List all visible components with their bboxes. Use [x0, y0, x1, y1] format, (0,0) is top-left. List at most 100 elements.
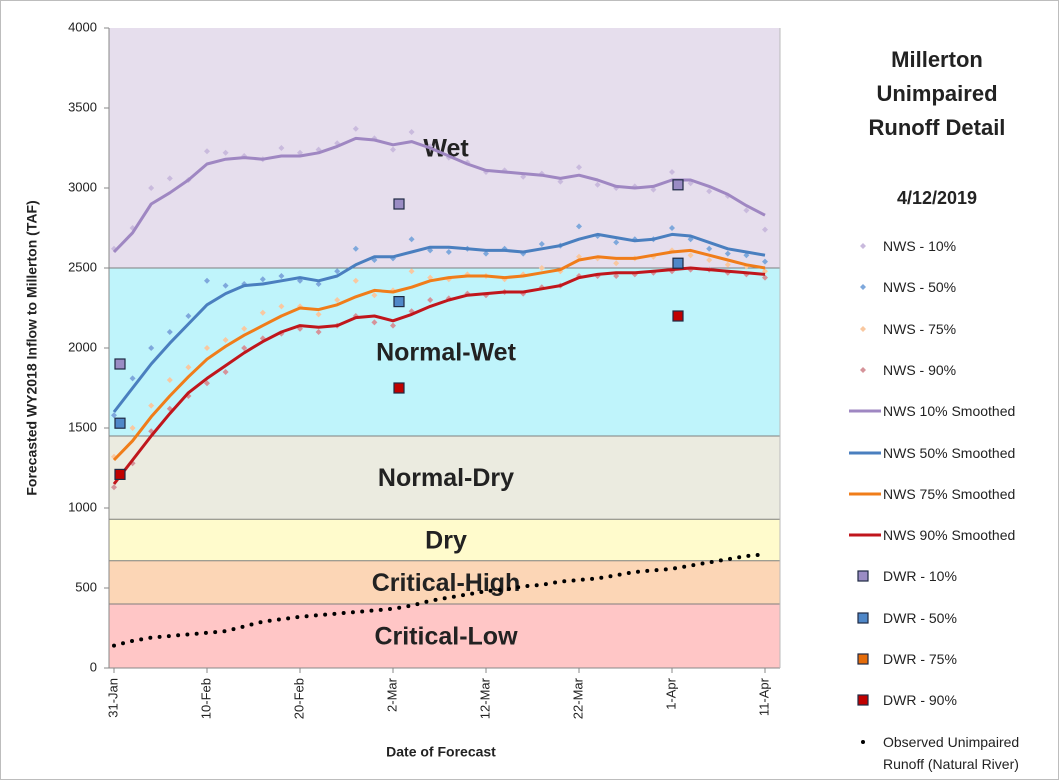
nws-point	[576, 164, 582, 171]
nws-point	[371, 319, 378, 326]
smoothed-line	[112, 232, 766, 413]
nws-point	[185, 364, 192, 371]
y-tick-label: 1000	[68, 499, 97, 514]
legend-label: NWS 75% Smoothed	[883, 485, 1016, 502]
nws-point	[483, 250, 489, 257]
nws-point	[706, 257, 713, 263]
nws-point	[334, 268, 341, 275]
nws-point	[278, 303, 285, 310]
legend-symbol	[857, 653, 869, 665]
nws-point	[408, 129, 415, 135]
legend-label: NWS - 10%	[883, 238, 957, 254]
legend-label: NWS - 90%	[883, 361, 957, 378]
legend-marker	[857, 612, 869, 624]
nws-point	[315, 311, 322, 318]
nws-point	[204, 380, 210, 387]
legend-item: NWS - 90%	[849, 361, 1058, 381]
x-tick-label: 1-Apr	[663, 677, 678, 709]
x-tick-label: 10-Feb	[198, 678, 213, 719]
zone	[109, 436, 780, 520]
zone-label: Critical-High	[372, 569, 521, 597]
legend-marker	[860, 243, 866, 249]
x-tick-label: 20-Feb	[291, 678, 306, 719]
legend-label: DWR - 10%	[883, 568, 957, 585]
legend-label: DWR - 50%	[883, 609, 957, 626]
legend-item: DWR - 75%	[849, 650, 1058, 670]
nws-point	[390, 322, 396, 329]
legend-label: NWS 10% Smoothed	[883, 403, 1016, 420]
nws-point	[315, 329, 322, 335]
legend-item: NWS 50% Smoothed	[849, 444, 1058, 464]
zone-label: Dry	[425, 527, 467, 555]
legend-marker	[849, 451, 881, 454]
zone	[109, 28, 780, 268]
nws-point	[204, 277, 210, 284]
dwr-marker	[672, 179, 684, 191]
nws-point	[762, 274, 768, 281]
nws-point	[334, 297, 341, 303]
nws-point	[706, 188, 713, 195]
nws-point	[129, 375, 136, 382]
zone	[109, 519, 780, 561]
legend-symbol	[860, 284, 866, 291]
dwr-marker	[672, 310, 684, 322]
x-tick-label: 2-Mar	[384, 677, 399, 712]
nws-point	[111, 412, 117, 419]
legend-symbol	[857, 612, 869, 624]
nws-point	[762, 258, 768, 265]
legend-symbol	[857, 570, 869, 582]
y-tick-label: 4000	[68, 19, 97, 34]
dwr-marker	[114, 468, 126, 480]
dwr-marker	[393, 382, 405, 394]
nws-point	[259, 309, 266, 316]
y-tick-label: 1500	[68, 419, 97, 434]
legend-marker	[849, 533, 881, 537]
dwr-marker	[393, 198, 405, 210]
nws-point	[594, 181, 601, 188]
smoothed-line	[112, 136, 766, 254]
nws-point	[650, 186, 657, 193]
y-tick-label: 0	[90, 659, 97, 674]
y-tick-label: 3500	[68, 99, 97, 114]
x-tick-label: 11-Apr	[756, 677, 771, 716]
nws-point	[259, 276, 266, 283]
legend-item: NWS 90% Smoothed	[849, 526, 1058, 546]
nws-point	[315, 281, 322, 287]
nws-point	[278, 145, 285, 151]
legend-marker	[861, 739, 865, 744]
nws-point	[352, 277, 359, 284]
x-tick-label: 12-Mar	[477, 677, 492, 719]
legend-label: NWS - 50%	[883, 279, 957, 296]
nws-point	[706, 245, 713, 252]
smoothed-line	[112, 266, 766, 485]
nws-point	[204, 345, 210, 351]
chart-subtitle: 4/12/2019	[896, 188, 978, 208]
dwr-marker	[672, 257, 684, 269]
nws-point	[352, 125, 359, 132]
zone-label: Normal-Wet	[376, 339, 517, 367]
plot-area: WetNormal-WetNormal-DryDryCritical-HighC…	[68, 19, 781, 719]
nws-point	[669, 225, 675, 231]
nws-point	[222, 369, 229, 375]
nws-point	[222, 337, 229, 343]
nws-point	[148, 402, 155, 409]
x-tick-label: 22-Mar	[570, 677, 585, 719]
smoothed-line	[112, 248, 766, 462]
legend-marker	[857, 570, 869, 582]
nws-point	[222, 282, 229, 289]
nws-point	[520, 173, 527, 180]
nws-point	[352, 245, 359, 252]
nws-point	[148, 345, 155, 351]
legend-item: DWR - 90%	[849, 691, 1058, 711]
nws-point	[185, 313, 192, 319]
legend-marker	[857, 694, 869, 706]
legend-label: Observed Unimpaired Runoff (Natural Rive…	[883, 733, 1020, 772]
legend-label: DWR - 90%	[883, 692, 957, 709]
nws-point	[538, 241, 545, 247]
nws-point	[427, 297, 434, 303]
legend-item: DWR - 50%	[849, 609, 1058, 629]
legend-marker	[857, 653, 869, 665]
nws-point	[166, 175, 173, 182]
y-tick-label: 2000	[68, 339, 97, 354]
legend-marker	[860, 366, 866, 373]
